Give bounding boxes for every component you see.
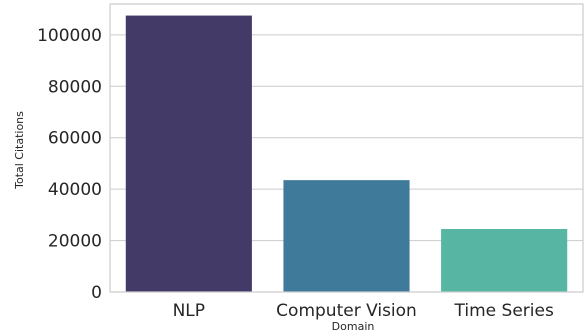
x-axis-ticks: NLP Computer Vision Time Series (173, 301, 554, 321)
y-tick-label: 0 (91, 283, 102, 303)
y-tick-label: 80000 (48, 77, 102, 97)
y-tick-label: 20000 (48, 232, 102, 252)
y-axis-label: Total Citations (13, 111, 26, 190)
bars (125, 15, 568, 292)
bar-computer-vision (283, 180, 410, 292)
bar-nlp (125, 15, 252, 292)
x-tick-label: NLP (173, 301, 205, 321)
y-tick-label: 40000 (48, 180, 102, 200)
plot-frame (109, 3, 584, 293)
bar-time-series (441, 229, 568, 292)
plot-border (109, 3, 584, 293)
y-tick-label: 60000 (48, 129, 102, 149)
y-tick-label: 100000 (37, 26, 102, 46)
y-axis-ticks: 0 20000 40000 60000 80000 100000 (37, 26, 102, 303)
x-axis-label: Domain (332, 320, 375, 333)
x-tick-label: Computer Vision (276, 301, 417, 321)
x-tick-label: Time Series (454, 301, 554, 321)
